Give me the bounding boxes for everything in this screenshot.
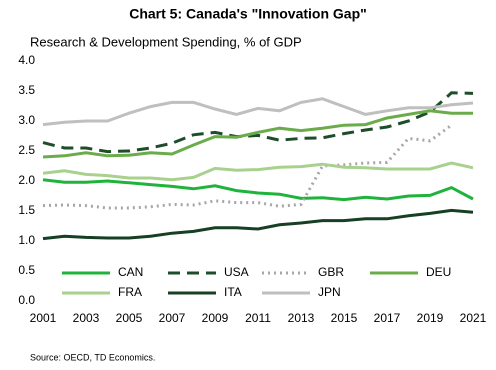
y-tick-label: 1.5 — [18, 203, 35, 217]
y-tick-label: 2.5 — [18, 143, 35, 157]
y-tick-label: 0.0 — [18, 293, 35, 307]
series-line — [42, 109, 473, 159]
y-tick-label: 3.5 — [18, 83, 35, 97]
legend-label: USA — [224, 265, 249, 279]
legend-label: JPN — [318, 285, 341, 299]
x-tick-label: 2021 — [460, 311, 487, 325]
legend-label: GBR — [318, 265, 344, 279]
series-line — [42, 178, 474, 202]
x-tick-label: 2015 — [331, 311, 358, 325]
series-line — [42, 123, 453, 210]
series-line — [42, 91, 474, 154]
y-tick-label: 1.0 — [18, 233, 35, 247]
x-tick-label: 2007 — [159, 311, 186, 325]
source-note: Source: OECD, TD Economics. — [30, 352, 155, 362]
y-tick-label: 0.5 — [18, 263, 35, 277]
series-line — [42, 97, 474, 127]
legend-label: ITA — [224, 285, 242, 299]
x-tick-label: 2003 — [73, 311, 100, 325]
x-tick-label: 2019 — [417, 311, 444, 325]
legend-label: FRA — [118, 285, 142, 299]
series-line — [42, 208, 474, 241]
x-tick-label: 2005 — [116, 311, 143, 325]
x-tick-label: 2009 — [202, 311, 229, 325]
x-tick-label: 2001 — [30, 311, 57, 325]
x-tick-label: 2011 — [245, 311, 271, 325]
legend-label: DEU — [426, 265, 451, 279]
legend-label: CAN — [118, 265, 143, 279]
x-tick-label: 2017 — [374, 311, 401, 325]
series-line — [42, 161, 474, 182]
y-tick-label: 3.0 — [18, 113, 35, 127]
x-tick-label: 2013 — [288, 311, 315, 325]
y-tick-label: 2.0 — [18, 173, 35, 187]
chart-subtitle: Research & Development Spending, % of GD… — [30, 34, 302, 49]
chart-title: Chart 5: Canada's "Innovation Gap" — [129, 6, 367, 22]
y-tick-label: 4.0 — [18, 53, 35, 67]
